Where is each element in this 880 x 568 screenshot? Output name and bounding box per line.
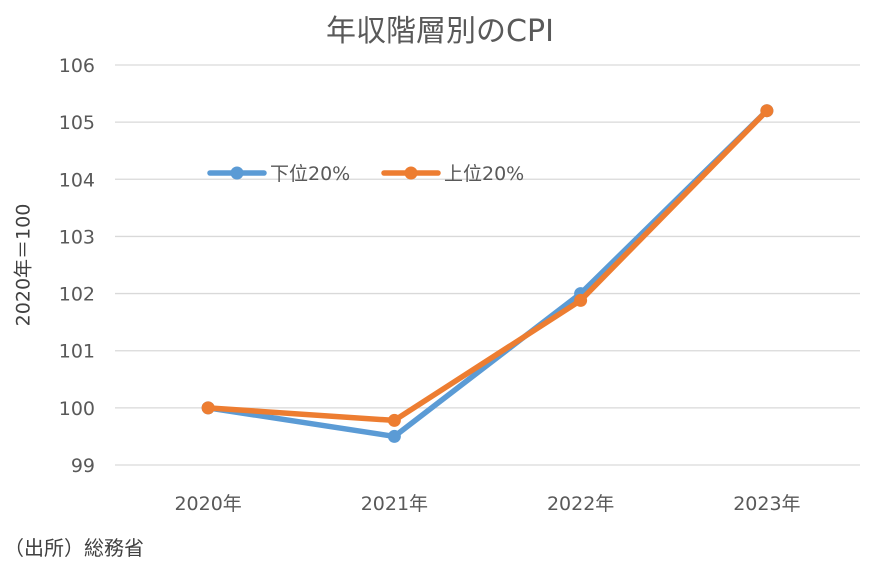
y-tick-label: 103: [59, 226, 95, 248]
x-tick-label: 2020年: [174, 493, 241, 515]
y-tick-label: 106: [59, 55, 95, 77]
y-tick-label: 104: [59, 169, 95, 191]
series-line-2: [205, 107, 770, 424]
data-point: [387, 429, 401, 443]
legend-label: 下位20%: [270, 163, 350, 185]
y-tick-label: 101: [59, 341, 95, 363]
y-tick-label: 100: [59, 398, 95, 420]
legend-label: 上位20%: [444, 163, 524, 185]
legend-marker: [230, 166, 244, 180]
series-line-1: [205, 107, 770, 440]
gridlines: [115, 64, 860, 466]
legend: 下位20% 上位20%: [207, 163, 524, 185]
data-point: [760, 104, 774, 118]
y-tick-label: 99: [71, 455, 95, 477]
x-tick-label: 2023年: [733, 493, 800, 515]
data-point: [574, 293, 588, 307]
series-lines: [201, 104, 774, 443]
source-note: （出所）総務省: [4, 536, 144, 560]
x-tick-label: 2021年: [361, 493, 428, 515]
x-tick-label: 2022年: [547, 493, 614, 515]
y-tick-label: 105: [59, 112, 95, 134]
y-tick-label: 102: [59, 284, 95, 306]
legend-marker: [404, 166, 418, 180]
data-point: [387, 413, 401, 427]
data-point: [201, 401, 215, 415]
x-tick-labels: 2020年 2021年 2022年 2023年: [174, 493, 800, 515]
y-tick-labels: 99 100 101 102 103 104 105 106: [59, 55, 95, 477]
chart-title: 年収階層別のCPI: [326, 14, 554, 49]
